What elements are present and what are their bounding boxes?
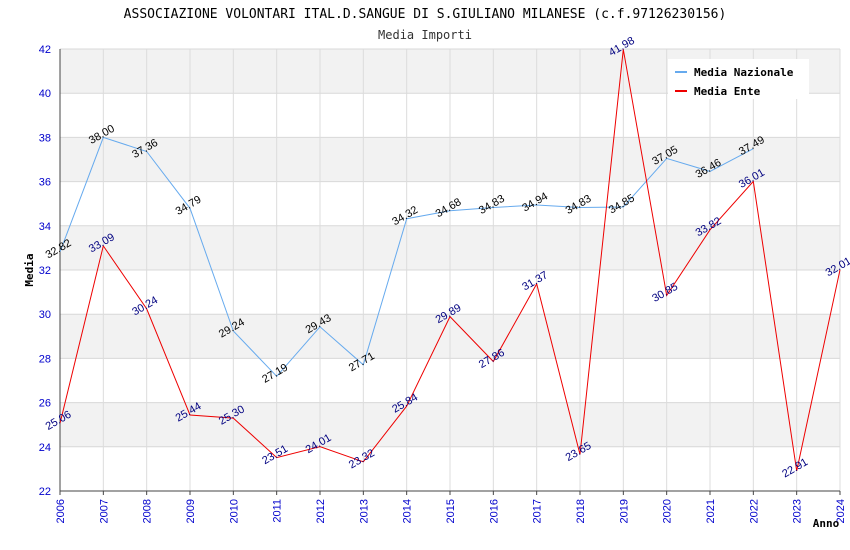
x-tick-label: 2023 — [792, 499, 804, 523]
series-line-1 — [59, 136, 754, 378]
legend-label: Media Nazionale — [694, 66, 794, 79]
y-tick-label: 40 — [39, 88, 51, 100]
legend: Media Nazionale Media Ente — [668, 59, 809, 99]
x-tick-label: 2008 — [142, 499, 154, 523]
y-tick-label: 28 — [39, 353, 51, 365]
legend-box — [668, 59, 809, 99]
x-tick-label: 2015 — [445, 499, 457, 523]
x-tick-label: 2011 — [272, 499, 284, 523]
x-tick-label: 2022 — [748, 499, 760, 523]
y-tick-label: 22 — [39, 486, 51, 498]
x-tick-label: 2010 — [228, 499, 240, 523]
x-tick-label: 2007 — [98, 499, 110, 523]
x-tick-label: 2017 — [532, 499, 544, 523]
x-tick-labels: 2006 2007 2008 2009 2010 2011 2012 2013 2014 2015… — [55, 499, 847, 523]
x-tick-label: 2012 — [315, 499, 327, 523]
axes — [59, 49, 841, 495]
y-tick-label: 30 — [39, 309, 51, 321]
x-tick-label: 2019 — [618, 499, 630, 523]
chart-title: ASSOCIAZIONE VOLONTARI ITAL.D.SANGUE DI … — [124, 7, 727, 22]
x-tick-label: 2014 — [402, 499, 414, 523]
y-tick-label: 32 — [39, 265, 51, 277]
x-tick-label: 2020 — [662, 499, 674, 523]
y-tick-label: 42 — [39, 44, 51, 56]
x-tick-label: 2013 — [358, 499, 370, 523]
y-tick-labels: 22 24 26 28 30 32 34 36 38 40 42 — [39, 44, 51, 498]
x-tick-label: 2021 — [705, 499, 717, 523]
x-axis-label: Anno — [813, 517, 840, 530]
x-tick-label: 2024 — [835, 499, 847, 523]
y-tick-label: 26 — [39, 398, 51, 410]
legend-label: Media Ente — [694, 85, 761, 98]
x-tick-label: 2016 — [488, 499, 500, 523]
x-tick-label: 2009 — [185, 499, 197, 523]
y-tick-label: 34 — [39, 221, 51, 233]
series-lines — [59, 49, 841, 472]
y-tick-label: 38 — [39, 132, 51, 144]
x-tick-label: 2018 — [575, 499, 587, 523]
x-tick-label: 2006 — [55, 499, 67, 523]
chart-subtitle: Media Importi — [378, 28, 472, 42]
y-tick-label: 24 — [39, 442, 51, 454]
y-axis-label: Media — [23, 253, 36, 286]
series-line-2 — [59, 49, 841, 472]
y-tick-label: 36 — [39, 177, 51, 189]
